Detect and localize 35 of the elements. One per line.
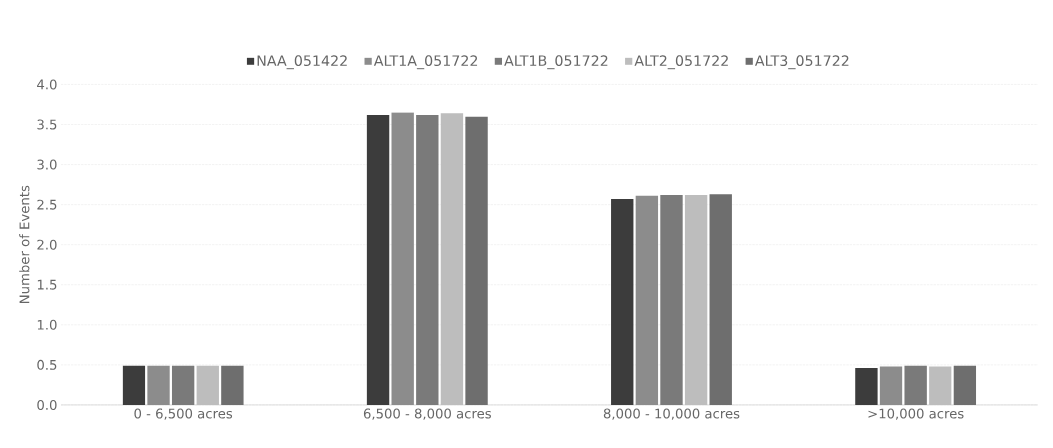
y-tick-label: 4.0 [37, 79, 57, 90]
bar [391, 112, 414, 406]
x-tick-label: >10,000 acres [868, 408, 964, 421]
y-tick-label: 2.5 [37, 199, 57, 210]
legend-label: ALT1B_051722 [504, 55, 608, 70]
y-tick-label: 1.5 [37, 280, 57, 290]
bar [366, 115, 390, 406]
bar [611, 199, 634, 406]
bar [879, 366, 903, 406]
bar [635, 195, 659, 406]
y-tick-label: 2.0 [37, 239, 57, 250]
x-tick-label: 6,500 - 8,000 acres [363, 408, 491, 421]
bar [171, 365, 195, 406]
bar [855, 368, 878, 406]
bar [904, 365, 927, 406]
y-axis-title: Number of Events [19, 185, 30, 304]
y-tick-label: 3.0 [37, 159, 57, 170]
y-tick-label: 0.5 [37, 360, 57, 371]
legend-label: ALT2_051722 [634, 55, 728, 70]
bar [953, 365, 977, 406]
bar [122, 365, 146, 406]
bar [709, 194, 732, 406]
x-tick-label: 8,000 - 10,000 acres [603, 408, 740, 421]
x-tick-label: 0 - 6,500 acres [134, 408, 233, 421]
y-tick-label: 1.0 [37, 319, 57, 330]
bar [221, 365, 244, 406]
y-tick-label: 3.5 [37, 119, 57, 130]
legend-label: ALT1A_051722 [373, 55, 478, 70]
bar [147, 365, 170, 406]
y-tick-label: 0.0 [37, 400, 57, 411]
bar [465, 116, 488, 406]
bar [660, 195, 683, 406]
bar [416, 115, 439, 406]
legend-label: NAA_051422 [257, 55, 347, 70]
legend-label: ALT3_051722 [754, 55, 849, 70]
